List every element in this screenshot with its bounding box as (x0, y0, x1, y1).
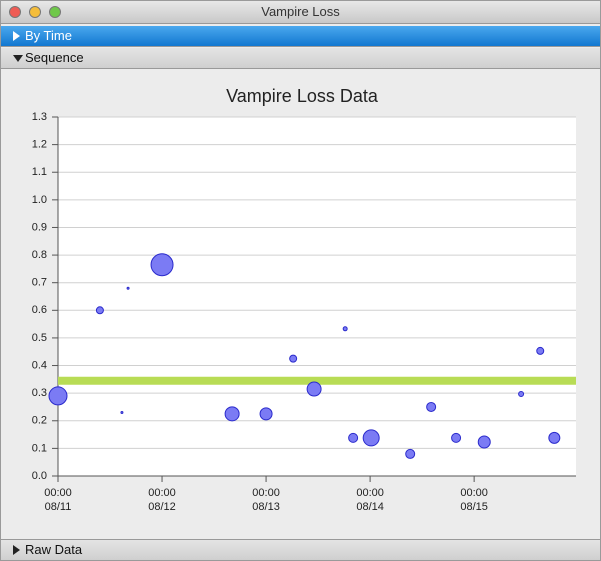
y-tick-label: 0.0 (32, 470, 47, 482)
bubble (348, 432, 359, 443)
panel-header[interactable]: Raw Data (1, 539, 600, 560)
bubble (95, 306, 104, 315)
bubble (362, 429, 380, 447)
x-tick-label: 00:00 (460, 487, 488, 499)
x-tick-label: 08/13 (252, 501, 280, 513)
bubble (548, 431, 561, 444)
zoom-button[interactable] (49, 6, 61, 18)
x-tick-label: 08/14 (356, 501, 384, 513)
x-tick-label: 08/12 (148, 501, 176, 513)
bubble (120, 410, 124, 414)
y-tick-label: 0.8 (32, 249, 47, 261)
bubble (259, 407, 273, 421)
x-tick-label: 00:00 (356, 487, 384, 499)
bubble (306, 381, 322, 397)
y-tick-label: 0.5 (32, 332, 47, 344)
bubble (405, 448, 416, 459)
x-tick-label: 00:00 (44, 487, 72, 499)
y-tick-label: 0.3 (32, 387, 47, 399)
bubble (536, 346, 545, 355)
bubble (451, 432, 462, 443)
y-tick-label: 1.3 (32, 111, 47, 123)
title-bar: Vampire Loss (1, 1, 600, 24)
bubble (48, 386, 68, 406)
y-tick-label: 0.4 (32, 359, 47, 371)
chart-title: Vampire Loss Data (226, 86, 379, 106)
plot-area (58, 117, 576, 476)
bubble (342, 326, 348, 332)
bubble (224, 406, 240, 422)
y-tick-label: 0.7 (32, 277, 47, 289)
panel-header[interactable]: Sequence (1, 48, 600, 69)
bubble (426, 401, 437, 412)
bubble (126, 286, 130, 290)
y-tick-label: 1.2 (32, 139, 47, 151)
y-tick-label: 0.1 (32, 442, 47, 454)
minimize-button[interactable] (29, 6, 41, 18)
y-tick-label: 0.2 (32, 415, 47, 427)
window-title: Vampire Loss (261, 4, 340, 19)
bubble (477, 435, 491, 449)
bubble (150, 253, 174, 277)
x-tick-label: 08/11 (45, 501, 72, 513)
bubble (289, 354, 298, 363)
y-tick-label: 0.6 (32, 304, 47, 316)
y-tick-label: 1.0 (32, 194, 47, 206)
panel-header[interactable]: By Time (1, 26, 600, 47)
close-button[interactable] (9, 6, 21, 18)
x-tick-label: 00:00 (148, 487, 176, 499)
y-tick-label: 0.9 (32, 221, 47, 233)
y-tick-label: 1.1 (32, 166, 47, 178)
x-tick-label: 00:00 (252, 487, 280, 499)
bubble (518, 390, 525, 397)
x-tick-label: 08/15 (460, 501, 488, 513)
